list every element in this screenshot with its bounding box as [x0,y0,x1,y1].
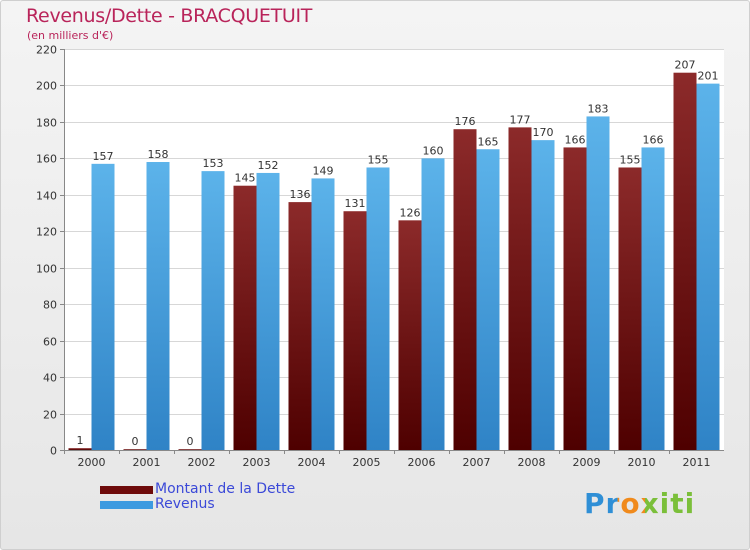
data-label-revenus-2005: 155 [368,153,389,166]
bar-revenus-2005 [366,167,390,450]
x-tick-label: 2007 [463,456,491,469]
bar-revenus-2008 [531,140,555,451]
x-tick-label: 2006 [408,456,436,469]
legend-swatch-dette [100,486,153,494]
x-tick-label: 2000 [78,456,106,469]
data-label-dette-2011: 207 [675,59,696,72]
data-label-revenus-2011: 201 [698,70,719,83]
bar-dette-2002 [178,449,202,450]
bar-revenus-2004 [311,178,335,450]
bar-dette-2006 [398,220,422,450]
plot-area [64,49,724,450]
data-label-dette-2002: 0 [187,435,194,448]
x-tick-label: 2009 [573,456,601,469]
y-tick-label: 160 [36,153,57,166]
data-label-revenus-2002: 153 [203,157,224,170]
data-label-revenus-2009: 183 [588,102,609,115]
bar-revenus-2010 [641,147,665,450]
y-tick-label: 40 [43,372,57,385]
y-tick-label: 120 [36,226,57,239]
y-tick-label: 200 [36,80,57,93]
grid-lines [64,49,724,451]
bar-revenus-2011 [696,83,720,450]
y-tick-label: 140 [36,190,57,203]
x-tick-label: 2004 [298,456,326,469]
data-label-dette-2009: 166 [565,133,586,146]
x-tick-label: 2003 [243,456,271,469]
data-label-revenus-2001: 158 [148,148,169,161]
x-tick-label: 2002 [188,456,216,469]
data-label-dette-2010: 155 [620,153,641,166]
bar-dette-2009 [563,147,587,450]
data-label-dette-2001: 0 [132,435,139,448]
bar-dette-2005 [343,211,367,450]
legend-label-dette: Montant de la Dette [155,481,296,497]
bar-dette-2007 [453,129,477,450]
bar-revenus-2003 [256,172,280,451]
chart-title: Revenus/Dette - BRACQUETUIT [26,5,313,27]
x-tick-label: 2008 [518,456,546,469]
y-tick-label: 20 [43,409,57,422]
bar-dette-2001 [123,449,147,450]
bar-revenus-2006 [421,158,445,450]
legend-label-revenus: Revenus [155,496,215,512]
data-label-revenus-2004: 149 [313,164,334,177]
data-label-revenus-2000: 157 [93,150,114,163]
bar-dette-2000 [68,448,92,450]
y-tick-label: 80 [43,299,57,312]
x-tick-label: 2011 [683,456,711,469]
data-label-dette-2008: 177 [510,113,531,126]
data-label-dette-2006: 126 [400,206,421,219]
data-label-revenus-2010: 166 [643,133,664,146]
legend-swatch-revenus [100,501,153,509]
bar-revenus-2000 [91,163,115,450]
data-label-dette-2005: 131 [345,197,366,210]
x-tick-label: 2005 [353,456,381,469]
data-label-dette-2007: 176 [455,115,476,128]
bar-dette-2008 [508,127,532,451]
bar-dette-2003 [233,185,257,451]
bar-dette-2011 [673,72,697,450]
y-tick-label: 100 [36,263,57,276]
chart-subtitle: (en milliers d'€) [27,29,114,42]
data-label-dette-2004: 136 [290,188,311,201]
bar-revenus-2002 [201,171,225,450]
data-label-revenus-2007: 165 [478,135,499,148]
data-label-revenus-2006: 160 [423,144,444,157]
data-label-dette-2003: 145 [235,172,256,185]
bar-revenus-2007 [476,149,500,450]
bar-revenus-2001 [146,162,170,450]
y-tick-label: 0 [50,445,57,458]
data-label-revenus-2003: 152 [258,159,279,172]
data-labels: 1157015801531451521361491311551261601761… [77,59,719,449]
y-tick-label: 220 [36,44,57,57]
y-tick-label: 60 [43,336,57,349]
bar-dette-2010 [618,167,642,450]
bar-dette-2004 [288,202,312,450]
bar-revenus-2009 [586,116,610,450]
x-tick-label: 2010 [628,456,656,469]
bars [68,72,720,451]
y-tick-label: 180 [36,117,57,130]
proxiti-logo: Proxiti [584,487,696,520]
x-tick-label: 2001 [133,456,161,469]
data-label-revenus-2008: 170 [533,126,554,139]
data-label-dette-2000: 1 [77,434,84,447]
